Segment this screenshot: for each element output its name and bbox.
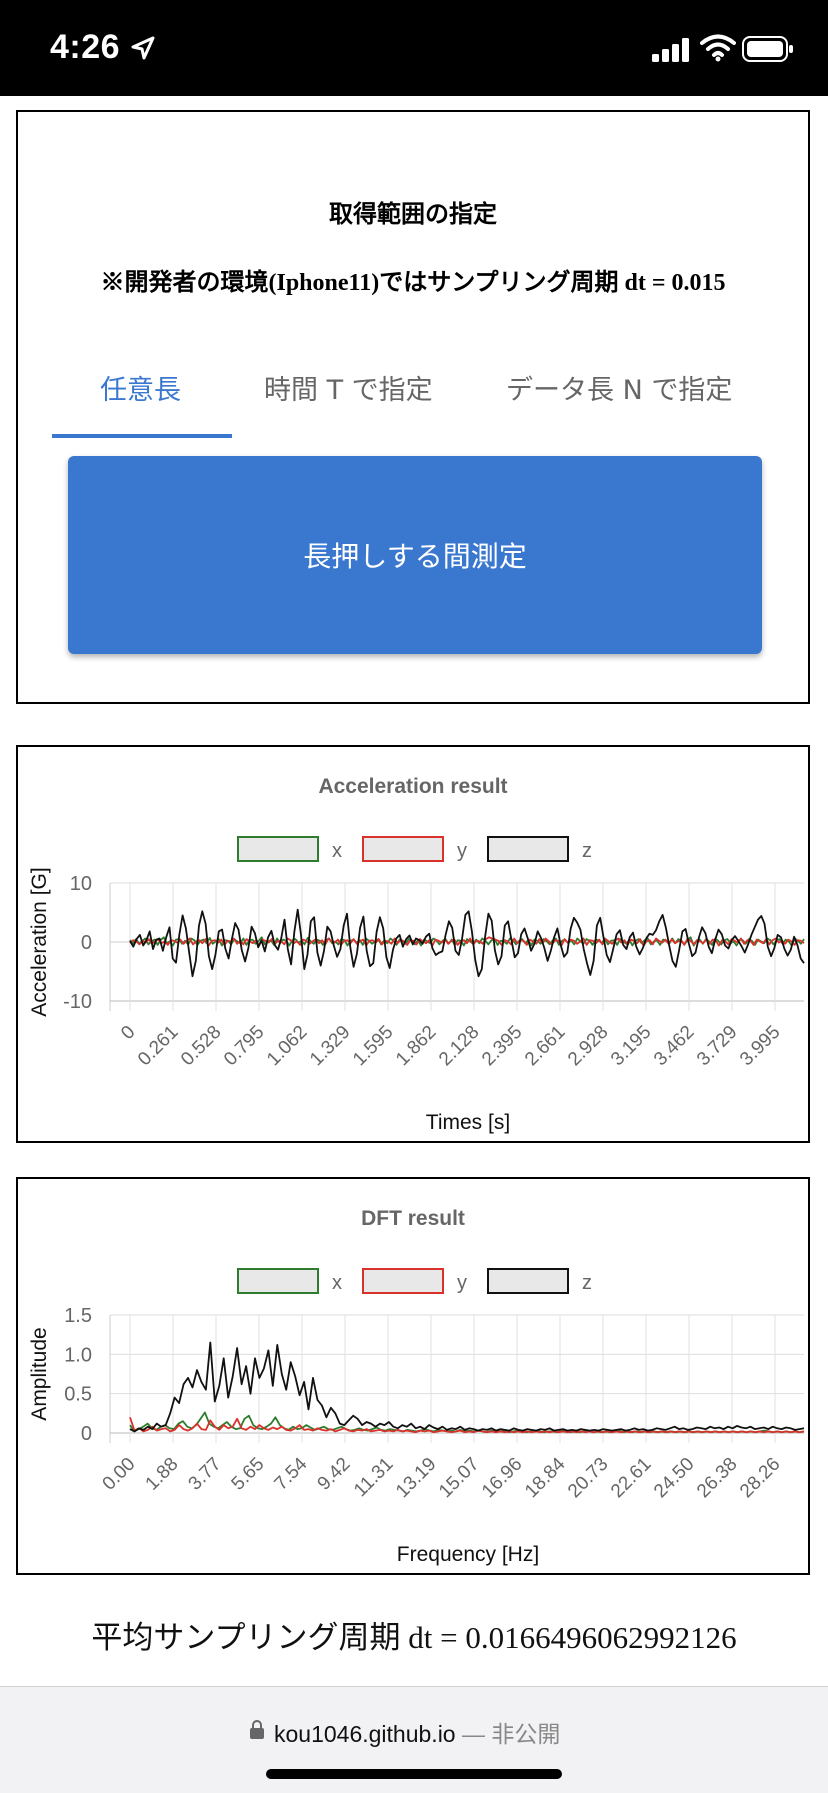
acc-chart-title: Acceleration result: [318, 775, 507, 798]
browser-bottom-bar: kou1046.github.io — 非公開: [0, 1686, 828, 1793]
dft-chart-title: DFT result: [361, 1207, 465, 1230]
wifi-icon: [700, 34, 736, 62]
x-tick-label: 1.595: [349, 1022, 397, 1070]
tab-data-length-n[interactable]: データ長 N で指定: [506, 375, 733, 406]
dft-x-axis-label: Frequency [Hz]: [397, 1543, 539, 1566]
x-tick-label: 3.729: [693, 1022, 741, 1070]
x-tick-label: 0.261: [134, 1022, 182, 1070]
battery-icon: [742, 36, 793, 62]
y-tick-label: 0.5: [64, 1384, 92, 1406]
x-tick-label: 3.77: [185, 1454, 226, 1495]
legend-label-z: z: [582, 840, 592, 862]
legend-swatch-z: [487, 1268, 569, 1294]
home-indicator[interactable]: [266, 1769, 562, 1779]
x-tick-label: 7.54: [271, 1453, 312, 1494]
x-tick-label: 13.19: [392, 1454, 440, 1502]
address-bar[interactable]: kou1046.github.io — 非公開: [274, 1715, 560, 1749]
x-tick-label: 1.062: [263, 1022, 311, 1070]
x-tick-label: 26.38: [693, 1454, 741, 1502]
tab-time-t[interactable]: 時間 T で指定: [264, 375, 433, 406]
legend-label-x: x: [332, 840, 342, 862]
x-tick-label: 20.73: [564, 1454, 612, 1502]
series-line-y: [129, 1417, 805, 1434]
x-tick-label: 2.128: [435, 1022, 483, 1070]
y-tick-label: 0: [81, 1423, 92, 1445]
x-tick-label: 18.84: [521, 1453, 570, 1502]
x-tick-label: 24.50: [650, 1454, 698, 1502]
x-tick-label: 0: [117, 1022, 139, 1044]
legend-label-y: y: [457, 840, 467, 862]
x-tick-label: 16.96: [478, 1454, 526, 1502]
measure-button[interactable]: 長押しする間測定: [68, 456, 762, 654]
y-tick-label: 1.0: [64, 1344, 92, 1366]
x-tick-label: 2.661: [521, 1022, 569, 1070]
dft-y-axis-label: Amplitude: [28, 1327, 51, 1420]
privacy-label: 非公開: [491, 1721, 561, 1747]
legend-swatch-x: [237, 836, 319, 862]
dft-chart-panel: DFT result x y z 1.5 1.0 0.5 0 0.00 1.88 3.77 5.65 7…: [16, 1177, 810, 1575]
dft-chart: DFT result x y z 1.5 1.0 0.5 0 0.00 1.88 3.77 5.65 7…: [28, 1207, 805, 1566]
y-tick-label: -10: [63, 991, 92, 1013]
x-tick-label: 3.462: [650, 1022, 698, 1070]
x-tick-label: 11.31: [350, 1454, 397, 1501]
y-tick-label: 0: [81, 932, 92, 954]
legend-label-y: y: [457, 1272, 467, 1294]
x-tick-label: 3.995: [736, 1022, 784, 1070]
domain-name: kou1046.github.io: [274, 1721, 456, 1747]
acc-x-axis-label: Times [s]: [426, 1111, 510, 1134]
legend-label-z: z: [582, 1272, 592, 1294]
x-tick-label: 0.00: [99, 1454, 140, 1495]
series-line-z: [129, 908, 805, 978]
x-tick-label: 0.528: [177, 1022, 225, 1070]
x-tick-label: 1.329: [306, 1022, 354, 1070]
lock-icon: [250, 1720, 264, 1739]
domain-separator: —: [462, 1721, 485, 1747]
status-time: 4:26: [50, 28, 121, 66]
status-bar: 4:26: [0, 0, 828, 96]
x-tick-label: 1.862: [392, 1022, 440, 1070]
sampling-note: ※開発者の環境(Iphone11)ではサンプリング周期 dt = 0.015: [100, 270, 726, 296]
legend-swatch-z: [487, 836, 569, 862]
x-tick-label: 15.07: [435, 1454, 483, 1502]
x-tick-label: 28.26: [736, 1454, 784, 1502]
series-line-x: [129, 936, 805, 947]
x-tick-label: 5.65: [228, 1454, 269, 1495]
y-tick-label: 10: [70, 873, 92, 895]
x-tick-label: 3.195: [607, 1022, 655, 1070]
x-tick-label: 2.395: [478, 1022, 526, 1070]
legend-swatch-y: [362, 836, 444, 862]
acc-y-axis-label: Acceleration [G]: [28, 867, 51, 1016]
x-tick-label: 1.88: [142, 1454, 183, 1495]
x-tick-label: 22.61: [607, 1454, 655, 1502]
y-tick-label: 1.5: [64, 1305, 92, 1327]
legend-swatch-x: [237, 1268, 319, 1294]
tab-any-length[interactable]: 任意長: [100, 375, 181, 406]
series-line-y: [129, 936, 805, 947]
active-tab-indicator: [52, 434, 232, 438]
average-sampling-period: 平均サンプリング周期 dt = 0.0166496062992126: [91, 1620, 737, 1655]
range-title: 取得範囲の指定: [329, 202, 497, 228]
location-arrow-icon: [131, 36, 155, 60]
x-tick-label: 2.928: [564, 1022, 612, 1070]
legend-label-x: x: [332, 1272, 342, 1294]
acceleration-chart-panel: Acceleration result x y z 10 0 -10 0 0.261 0.528 0…: [16, 745, 810, 1143]
legend-swatch-y: [362, 1268, 444, 1294]
x-tick-label: 9.42: [314, 1454, 355, 1495]
range-panel: 取得範囲の指定 ※開発者の環境(Iphone11)ではサンプリング周期 dt =…: [16, 110, 810, 704]
cellular-signal-icon: [652, 38, 689, 62]
series-line-z: [129, 1341, 805, 1433]
x-tick-label: 0.795: [220, 1022, 268, 1070]
